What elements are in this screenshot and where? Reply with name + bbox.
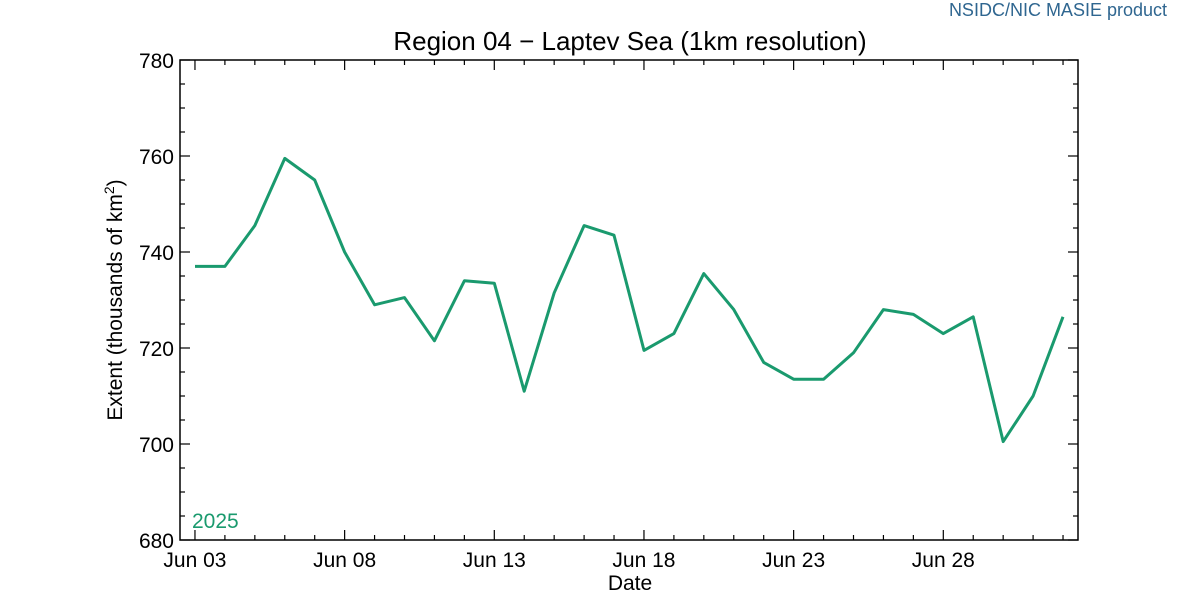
x-tick-label: Jun 28 bbox=[912, 549, 975, 572]
y-tick-label: 760 bbox=[139, 146, 174, 169]
x-tick-label: Jun 13 bbox=[463, 549, 526, 572]
x-tick-label: Jun 08 bbox=[313, 549, 376, 572]
credit-label: NSIDC/NIC MASIE product bbox=[949, 0, 1167, 20]
y-axis-label-end: ) bbox=[104, 179, 127, 186]
y-tick-label: 720 bbox=[139, 338, 174, 361]
y-tick-label: 680 bbox=[139, 530, 174, 553]
x-tick-label: Jun 18 bbox=[612, 549, 675, 572]
y-axis-label-main: Extent (thousands of km bbox=[104, 194, 127, 420]
y-tick-label: 740 bbox=[139, 242, 174, 265]
y-axis-label-superscript: 2 bbox=[101, 186, 117, 194]
x-tick-label: Jun 03 bbox=[163, 549, 226, 572]
y-tick-labels: 680 700 720 740 760 780 bbox=[139, 50, 174, 553]
plot-frame bbox=[179, 59, 1079, 541]
x-axis-label: Date bbox=[608, 572, 652, 595]
chart-title: Region 04 − Laptev Sea (1km resolution) bbox=[393, 26, 866, 56]
x-tick-labels: Jun 03 Jun 08 Jun 13 Jun 18 Jun 23 Jun 28 bbox=[163, 549, 974, 572]
y-tick-label: 780 bbox=[139, 50, 174, 73]
series-line-2025 bbox=[195, 156, 1065, 444]
tick-marks bbox=[180, 59, 1078, 541]
x-tick-label: Jun 23 bbox=[762, 549, 825, 572]
y-axis-label: Extent (thousands of km2) bbox=[101, 179, 127, 420]
y-tick-label: 700 bbox=[139, 434, 174, 457]
series-label-2025: 2025 bbox=[192, 510, 239, 533]
